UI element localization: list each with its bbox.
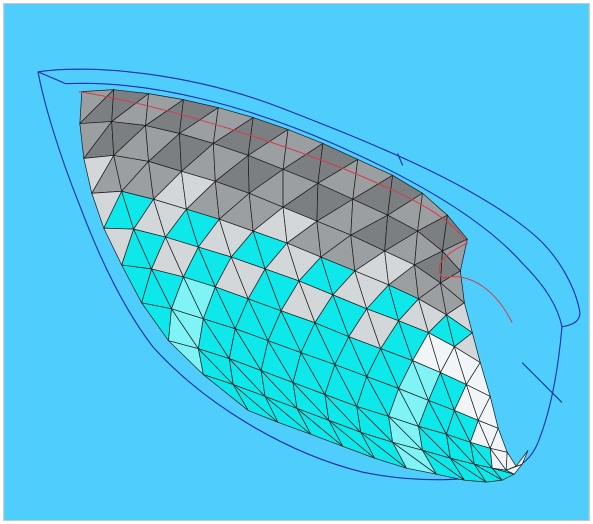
outline-inner-arc [65, 82, 563, 327]
outline-lower-right [537, 326, 563, 443]
outline-divider [397, 153, 404, 166]
mesh-plot[interactable] [4, 4, 589, 520]
outline-right-edge [561, 312, 581, 328]
outline-top-arc [37, 68, 581, 313]
highlighted-boundary-edge [78, 91, 513, 323]
mesh-surface [78, 88, 529, 483]
outline-left-edge [37, 71, 154, 349]
3d-viewport[interactable] [3, 3, 590, 521]
outer-geometry-outline [37, 68, 581, 481]
mesh-triangle [515, 450, 529, 467]
outline-seam [37, 71, 67, 85]
outline-right-seam [521, 362, 563, 403]
